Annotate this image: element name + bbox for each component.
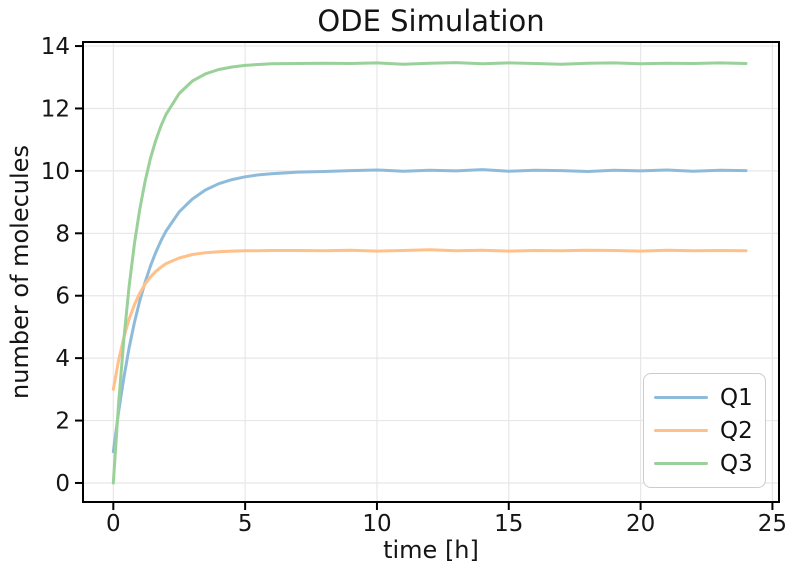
curve-q3 (111, 61, 748, 485)
legend-line-q3 (654, 462, 708, 465)
y-tick-label: 4 (55, 346, 70, 372)
x-tick-label: 15 (494, 511, 523, 537)
legend-label-q3: Q3 (720, 450, 753, 477)
legend: Q1 Q2 Q3 (643, 373, 766, 488)
y-tick-label: 6 (55, 284, 70, 310)
x-tick-label: 25 (758, 511, 787, 537)
y-tick-label: 2 (55, 409, 70, 435)
y-tick-label: 12 (41, 96, 70, 122)
x-tick-label: 20 (626, 511, 655, 537)
x-axis-label: time [h] (383, 536, 479, 564)
chart-title: ODE Simulation (317, 4, 545, 38)
y-tick-label: 10 (41, 159, 70, 185)
x-tick-label: 10 (362, 511, 391, 537)
axes-frame (82, 41, 780, 503)
legend-label-q1: Q1 (720, 384, 753, 411)
x-tick-label: 5 (238, 511, 253, 537)
curve-q2 (111, 248, 748, 391)
legend-entry: Q3 (654, 451, 755, 477)
x-tick-label: 0 (106, 511, 121, 537)
legend-line-q2 (654, 429, 708, 432)
legend-entry: Q1 (654, 385, 755, 411)
y-tick-label: 0 (55, 471, 70, 497)
y-tick-label: 8 (55, 221, 70, 247)
legend-line-q1 (654, 396, 708, 399)
y-axis-label: number of molecules (6, 145, 34, 399)
legend-label-q2: Q2 (720, 417, 753, 444)
legend-entry: Q2 (654, 418, 755, 444)
y-tick-label: 14 (41, 34, 70, 60)
